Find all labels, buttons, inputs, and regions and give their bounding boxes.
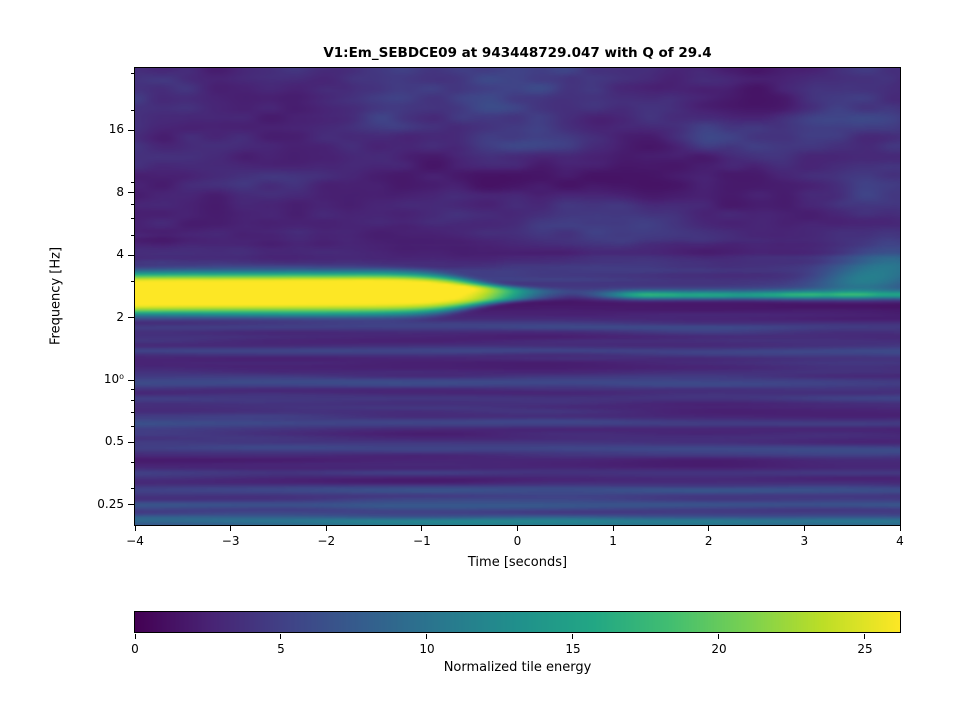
y-minor-tick-mark — [131, 204, 134, 206]
colorbar-tick-label: 10 — [419, 642, 435, 656]
colorbar-tick-mark — [718, 634, 720, 639]
y-minor-tick-mark — [131, 218, 134, 220]
y-minor-tick-mark — [131, 462, 134, 464]
y-tick-mark — [128, 504, 134, 506]
x-tick-mark — [899, 526, 901, 531]
x-tick-mark — [612, 526, 614, 531]
colorbar-tick-mark — [134, 634, 136, 639]
y-tick-mark — [128, 129, 134, 131]
y-minor-tick-mark — [131, 280, 134, 282]
x-tick-label: −3 — [221, 534, 240, 548]
y-tick-label: 2 — [116, 309, 124, 324]
y-tick-label: 10⁰ — [103, 372, 124, 387]
x-tick-label: 4 — [896, 534, 904, 548]
colorbar-tick-label: 0 — [131, 642, 139, 656]
y-minor-tick-mark — [131, 411, 134, 413]
colorbar-frame — [134, 611, 901, 633]
x-tick-mark — [325, 526, 327, 531]
x-tick-label: 2 — [704, 534, 713, 548]
colorbar-tick-label: 5 — [277, 642, 285, 656]
y-tick-mark — [128, 254, 134, 256]
colorbar-tick-label: 25 — [857, 642, 873, 656]
y-tick-label: 8 — [116, 184, 124, 199]
x-axis-label: Time [seconds] — [467, 555, 568, 570]
y-minor-tick-mark — [131, 73, 134, 75]
y-tick-label: 0.5 — [104, 434, 124, 449]
y-minor-tick-mark — [131, 399, 134, 401]
colorbar-tick-mark — [426, 634, 428, 639]
x-tick-label: 1 — [609, 534, 617, 548]
plot-title: V1:Em_SEBDCE09 at 943448729.047 with Q o… — [323, 45, 712, 61]
x-tick-label: 3 — [800, 534, 809, 548]
x-tick-mark — [708, 526, 710, 531]
colorbar-tick-mark — [572, 634, 574, 639]
y-minor-tick-mark — [131, 234, 134, 236]
colorbar-tick-label: 15 — [565, 642, 581, 656]
y-tick-mark — [128, 441, 134, 443]
colorbar-tick-mark — [280, 634, 282, 639]
y-minor-tick-mark — [131, 109, 134, 111]
x-tick-mark — [421, 526, 423, 531]
y-tick-mark — [128, 379, 134, 381]
x-tick-label: −4 — [126, 534, 144, 548]
y-tick-mark — [128, 317, 134, 319]
spectrogram-canvas — [135, 68, 900, 525]
colorbar-tick-mark — [864, 634, 866, 639]
y-tick-label: 16 — [108, 122, 124, 137]
colorbar-tick-label: 20 — [711, 642, 727, 656]
y-tick-label: 4 — [116, 247, 124, 262]
x-tick-label: −1 — [413, 534, 431, 548]
plot-frame — [134, 67, 901, 526]
x-tick-mark — [803, 526, 805, 531]
x-tick-label: 0 — [513, 534, 522, 548]
y-tick-label: 0.25 — [97, 496, 124, 511]
colorbar-label: Normalized tile energy — [443, 660, 592, 675]
y-minor-tick-mark — [131, 389, 134, 391]
y-minor-tick-mark — [131, 181, 134, 183]
x-tick-label: −2 — [317, 534, 336, 548]
y-minor-tick-mark — [131, 425, 134, 427]
x-tick-mark — [134, 526, 136, 531]
y-tick-mark — [128, 192, 134, 194]
x-tick-mark — [517, 526, 518, 531]
x-tick-mark — [230, 526, 232, 531]
y-minor-tick-mark — [131, 487, 134, 489]
colorbar-canvas — [135, 612, 900, 632]
